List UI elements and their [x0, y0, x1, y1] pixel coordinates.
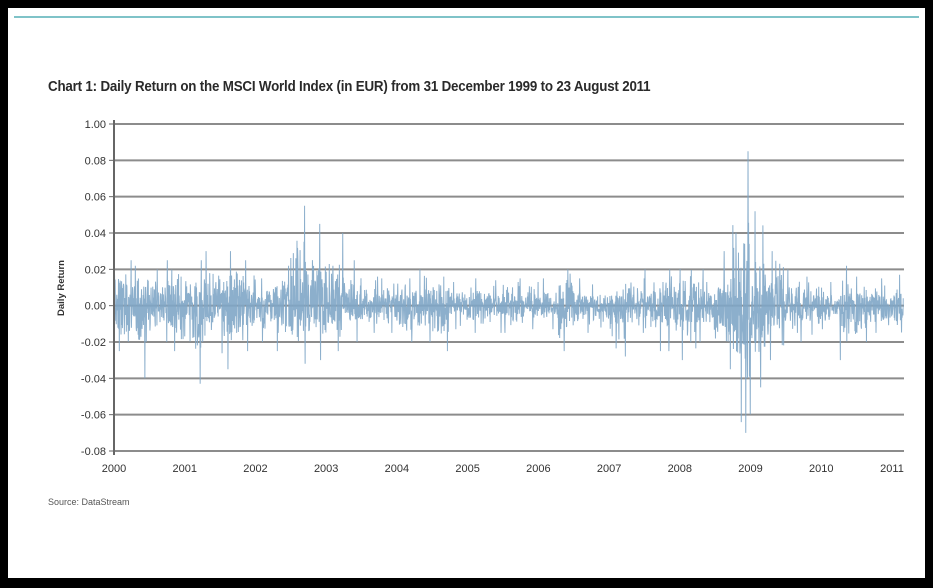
x-tick-label: 2008 — [668, 463, 692, 475]
series-group — [113, 151, 904, 433]
x-tick-label: 2002 — [243, 463, 267, 475]
chart-title: Chart 1: Daily Return on the MSCI World … — [48, 79, 651, 95]
x-tick-label: 2005 — [455, 463, 479, 475]
y-tick-label: 0.06 — [85, 192, 106, 204]
x-tick-label: 2003 — [314, 463, 338, 475]
y-tick-label: 1.00 — [85, 119, 106, 131]
series-line-daily-return — [113, 151, 904, 433]
x-tick-label: 2004 — [385, 463, 409, 475]
x-tick-label: 2009 — [738, 463, 762, 475]
y-tick-label: 0.08 — [85, 155, 106, 167]
axes: 1.00 0.08 0.06 0.04 0.02 0.00 -0.02 -0.04 -0.06 -… — [81, 119, 904, 475]
y-tick-label: 0.00 — [85, 301, 106, 313]
x-tick-label: 2011 — [880, 463, 904, 475]
y-tick-label: -0.06 — [81, 410, 106, 422]
y-tick-label: -0.02 — [81, 337, 106, 349]
x-tick-label: 2006 — [526, 463, 550, 475]
y-tick-label: -0.04 — [81, 373, 106, 385]
x-tick-label: 2000 — [102, 463, 126, 475]
y-tick-label: -0.08 — [81, 446, 106, 458]
y-tick-label: 0.02 — [85, 264, 106, 276]
y-axis-label: Daily Return — [56, 260, 67, 316]
x-tick-label: 2010 — [809, 463, 833, 475]
gridlines — [114, 123, 904, 452]
y-tick-label: 0.04 — [85, 228, 106, 240]
x-tick-label: 2001 — [172, 463, 196, 475]
accent-divider — [14, 16, 919, 18]
source-note: Source: DataStream — [48, 497, 130, 507]
x-tick-label: 2007 — [597, 463, 621, 475]
